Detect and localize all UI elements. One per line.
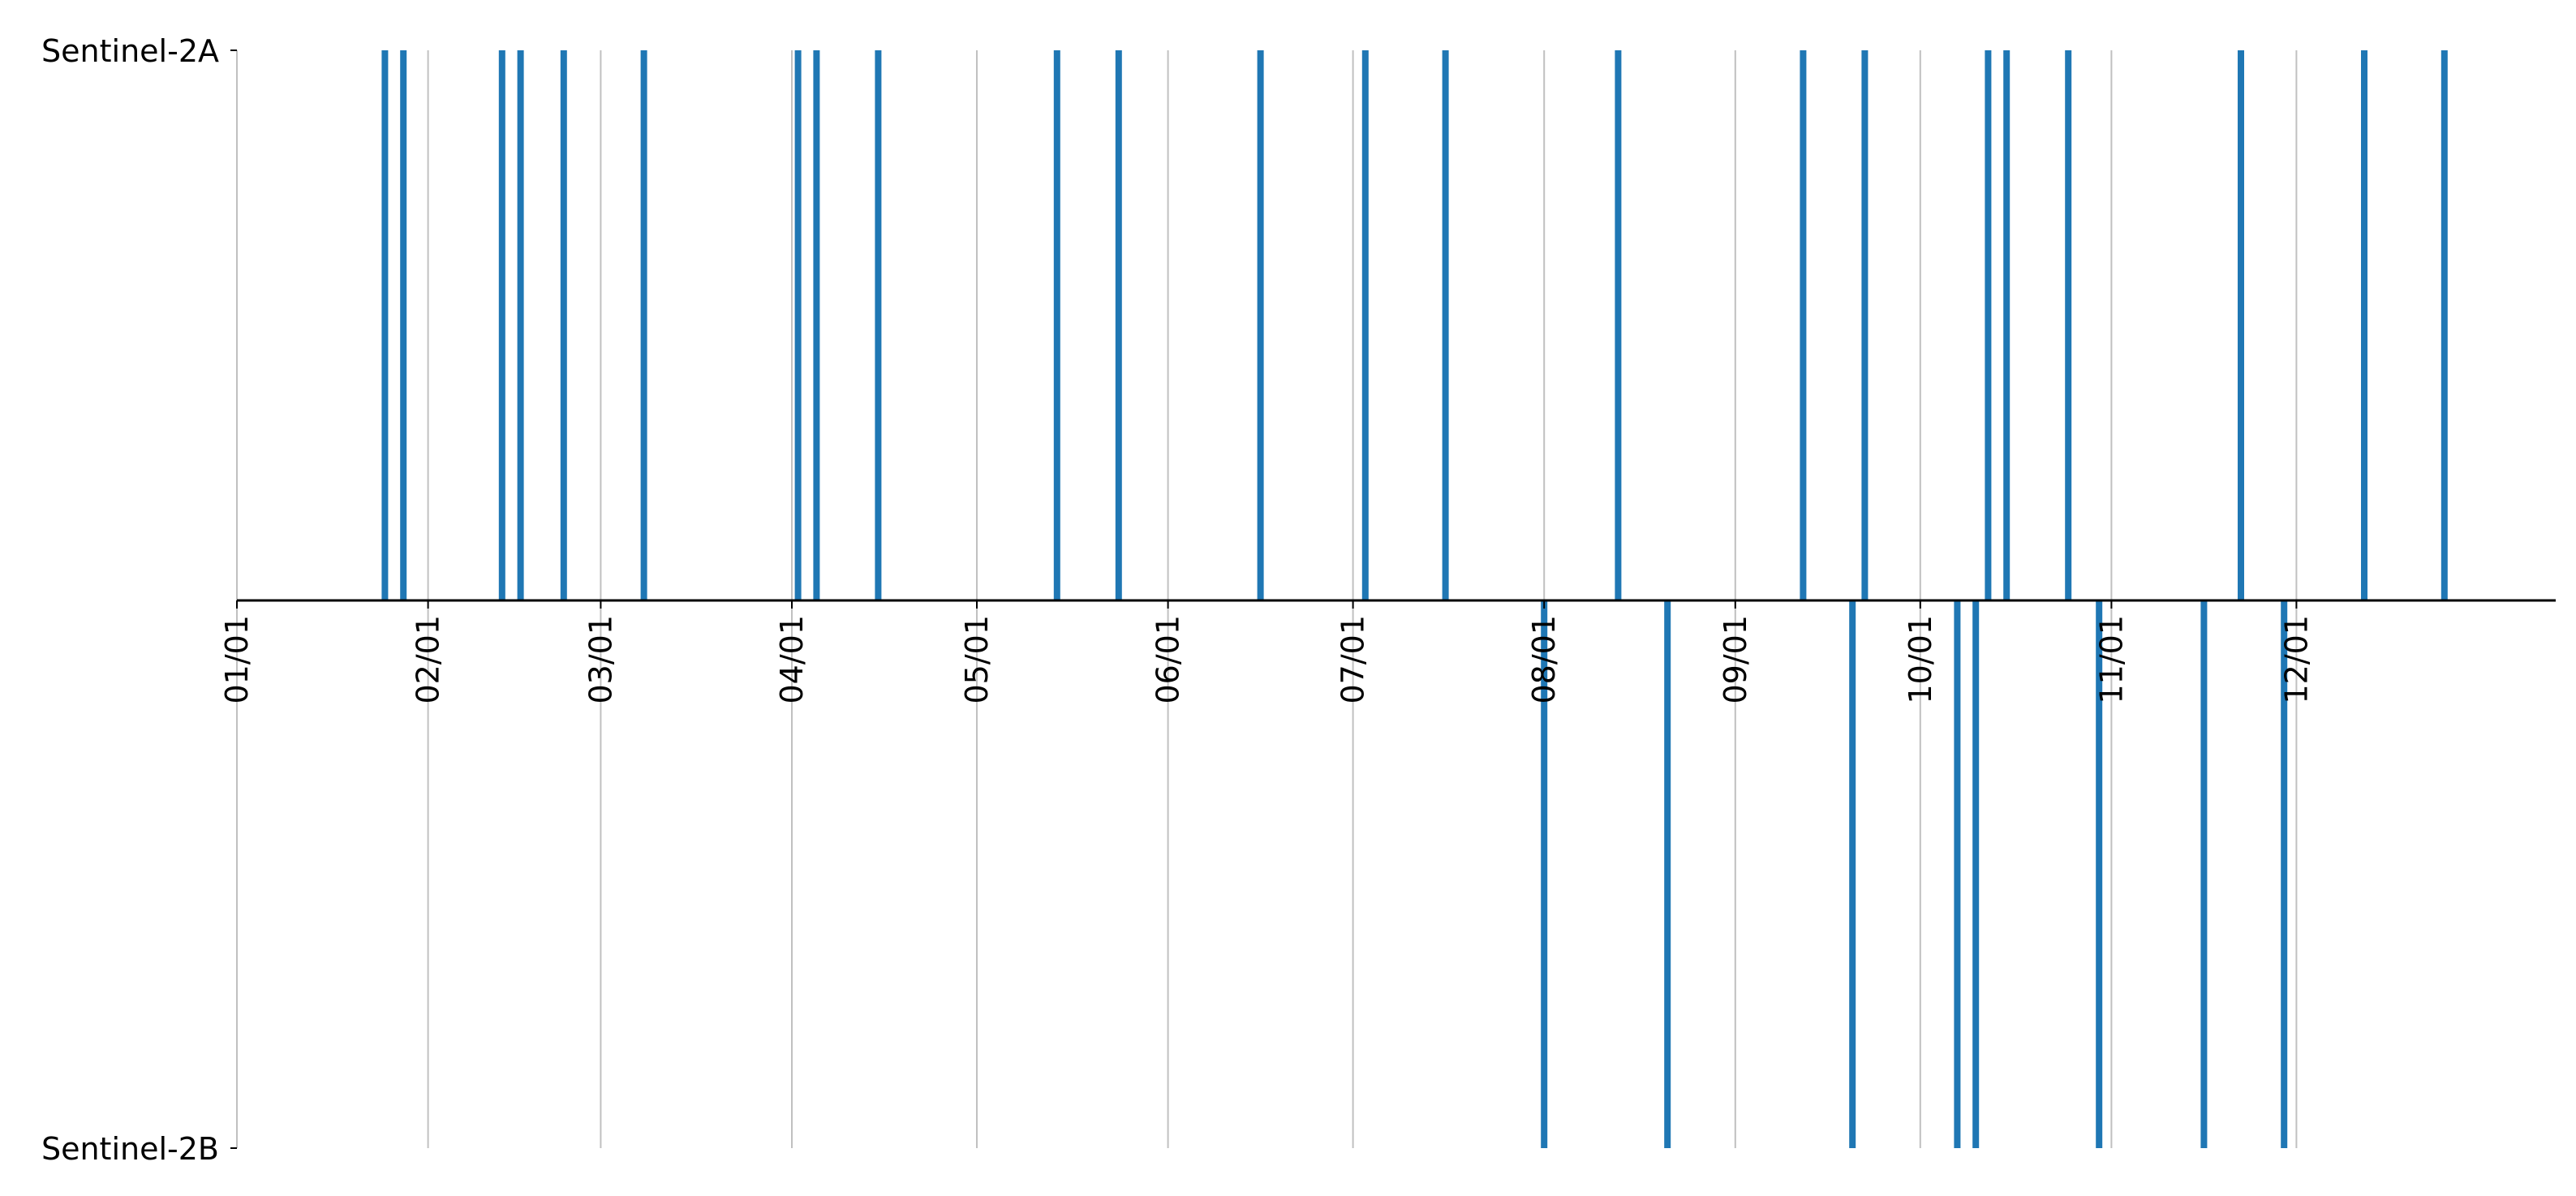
acquisition-bar-sentinel-2a-10-25 xyxy=(2065,50,2072,600)
x-tick-label-06-01: 06/01 xyxy=(1150,615,1186,704)
acquisition-bar-sentinel-2a-01-25 xyxy=(381,50,389,600)
y-label-sentinel-2a: Sentinel-2A xyxy=(41,33,219,69)
acquisition-bar-sentinel-2a-10-15 xyxy=(2003,50,2010,600)
acquisition-bar-sentinel-2a-02-23 xyxy=(560,50,567,600)
x-tick-label-03-01: 03/01 xyxy=(583,615,618,704)
acquisition-bar-sentinel-2a-05-14 xyxy=(1053,50,1060,600)
x-tick-label-09-01: 09/01 xyxy=(1718,615,1753,704)
acquisition-bar-sentinel-2b-10-10 xyxy=(1972,600,1980,1148)
acquisition-bar-sentinel-2a-01-28 xyxy=(400,50,407,600)
acquisition-bar-sentinel-2b-11-29 xyxy=(2281,600,2288,1148)
acquisition-bar-sentinel-2a-12-25 xyxy=(2441,50,2448,600)
x-tick-label-04-01: 04/01 xyxy=(774,615,810,704)
acquisition-bar-sentinel-2a-05-24 xyxy=(1115,50,1122,600)
x-tick-label-02-01: 02/01 xyxy=(411,615,446,704)
x-tick-label-08-01: 08/01 xyxy=(1526,615,1562,704)
x-tick-label-11-01: 11/01 xyxy=(2093,615,2129,704)
acquisition-bar-sentinel-2a-11-22 xyxy=(2238,50,2244,600)
acquisition-bar-sentinel-2a-04-02 xyxy=(794,50,802,600)
acquisition-bar-sentinel-2b-10-07 xyxy=(1954,600,1961,1148)
acquisition-bar-sentinel-2a-09-22 xyxy=(1861,50,1869,600)
acquisition-bar-sentinel-2a-07-03 xyxy=(1361,50,1369,600)
x-axis-ticks: 01/01 02/01 03/01 04/01 05/01 06/01 07/01 08/01… xyxy=(219,600,2314,704)
acquisition-bars xyxy=(381,50,2448,1148)
acquisition-bar-sentinel-2a-04-05 xyxy=(813,50,820,600)
acquisition-bar-sentinel-2a-09-12 xyxy=(1800,50,1807,600)
acquisition-bar-sentinel-2a-02-13 xyxy=(498,50,505,600)
acquisition-bar-sentinel-2a-04-15 xyxy=(875,50,882,600)
x-tick-label-05-01: 05/01 xyxy=(959,615,995,704)
x-tick-label-12-01: 12/01 xyxy=(2278,615,2314,704)
x-tick-label-01-01: 01/01 xyxy=(219,615,255,704)
acquisition-bar-sentinel-2a-10-12 xyxy=(1985,50,1992,600)
acquisition-bar-sentinel-2b-08-21 xyxy=(1664,600,1671,1148)
acquisition-bar-sentinel-2b-09-20 xyxy=(1849,600,1856,1148)
acquisition-bar-sentinel-2a-08-13 xyxy=(1615,50,1622,600)
y-label-sentinel-2b: Sentinel-2B xyxy=(41,1131,219,1167)
acquisition-bar-sentinel-2a-06-16 xyxy=(1257,50,1264,600)
acquisition-bar-sentinel-2a-12-12 xyxy=(2361,50,2367,600)
acquisition-bar-sentinel-2b-11-16 xyxy=(2200,600,2208,1148)
x-tick-label-10-01: 10/01 xyxy=(1903,615,1938,704)
acquisition-bar-sentinel-2a-07-16 xyxy=(1442,50,1449,600)
acquisition-bar-sentinel-2a-03-08 xyxy=(640,50,647,600)
acquisition-bar-sentinel-2a-02-16 xyxy=(517,50,524,600)
acquisition-bar-sentinel-2b-08-01 xyxy=(1541,600,1548,1148)
x-tick-label-07-01: 07/01 xyxy=(1335,615,1371,704)
acquisition-bar-sentinel-2b-10-30 xyxy=(2096,600,2103,1148)
